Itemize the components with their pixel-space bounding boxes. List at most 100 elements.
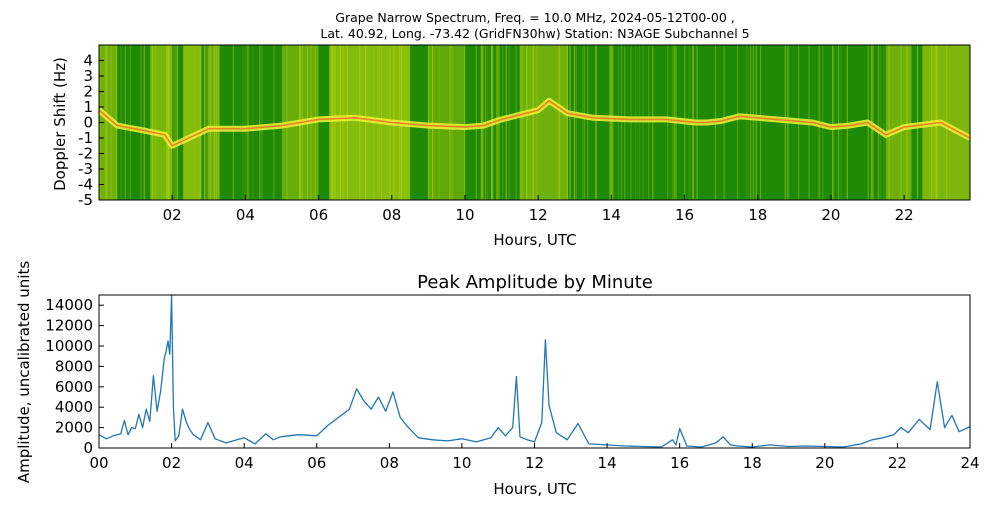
spectrogram-texture-stripe	[833, 45, 835, 200]
spectrogram-texture-stripe	[339, 45, 341, 200]
spectrogram-texture-stripe	[481, 45, 483, 200]
spectrogram-texture-stripe	[595, 45, 597, 200]
spectrogram-texture-stripe	[575, 45, 577, 200]
spectrogram-bright-band	[183, 45, 202, 200]
spectrogram-bright-band	[428, 45, 465, 200]
spectrogram-bright-band	[208, 45, 220, 200]
spectrogram-texture-stripe	[635, 45, 637, 200]
spectrogram-texture-stripe	[883, 45, 885, 200]
spectrogram-x-tick-label: 04	[236, 206, 255, 224]
spectrogram-texture-stripe	[232, 45, 234, 200]
spectrogram-y-axis-label: Doppler Shift (Hz)	[51, 57, 69, 191]
spectrogram-texture-stripe	[365, 45, 367, 200]
spectrogram-texture-stripe	[166, 45, 168, 200]
amplitude-y-tick-label: 10000	[45, 337, 93, 355]
spectrogram-texture-stripe	[342, 45, 344, 200]
spectrogram-texture-stripe	[331, 45, 333, 200]
spectrogram-texture-stripe	[652, 45, 654, 200]
spectrogram-texture-stripe	[217, 45, 219, 200]
amplitude-x-tick-label: 10	[452, 454, 471, 472]
spectrogram-y-tick-label: -4	[78, 176, 93, 194]
spectrogram-texture-stripe	[339, 45, 341, 200]
spectrogram-texture-stripe	[244, 45, 246, 200]
spectrogram-texture-stripe	[261, 45, 263, 200]
spectrogram-texture-stripe	[167, 45, 169, 200]
amplitude-y-tick-label: 2000	[55, 419, 93, 437]
spectrogram-y-tick-label: -2	[78, 145, 93, 163]
spectrogram-texture-stripe	[207, 45, 210, 200]
spectrogram-texture-stripe	[451, 45, 453, 200]
spectrogram-texture-stripe	[151, 45, 153, 200]
amplitude-x-tick-label: 24	[960, 454, 979, 472]
spectrum-title-line1: Grape Narrow Spectrum, Freq. = 10.0 MHz,…	[335, 10, 734, 25]
spectrogram-y-tick-label: 3	[83, 67, 93, 85]
spectrogram-bright-band	[885, 45, 912, 200]
spectrogram-texture-stripe	[120, 45, 122, 200]
spectrogram-texture-stripe	[273, 45, 275, 200]
spectrogram-texture-stripe	[877, 45, 879, 200]
spectrogram-x-tick-label: 08	[382, 206, 401, 224]
spectrogram-texture-stripe	[746, 45, 748, 200]
spectrogram-texture-stripe	[168, 45, 170, 200]
spectrogram-texture-stripe	[536, 45, 538, 200]
spectrogram-texture-stripe	[583, 45, 585, 200]
spectrogram-texture-stripe	[749, 45, 752, 200]
amplitude-y-tick-label: 4000	[55, 398, 93, 416]
spectrogram-texture-stripe	[129, 45, 131, 200]
spectrogram-texture-stripe	[906, 45, 908, 200]
spectrogram-texture-stripe	[334, 45, 336, 200]
spectrogram-texture-stripe	[449, 45, 451, 200]
amplitude-x-tick-label: 00	[89, 454, 108, 472]
spectrogram-bright-band	[150, 45, 173, 200]
spectrogram-x-tick-label: 06	[309, 206, 328, 224]
spectrogram-texture-stripe	[630, 45, 632, 200]
spectrogram-texture-stripe	[612, 45, 614, 200]
amplitude-chart-title: Peak Amplitude by Minute	[417, 272, 653, 293]
spectrogram-texture-stripe	[759, 45, 762, 200]
spectrogram-texture-stripe	[569, 45, 571, 200]
spectrogram-texture-stripe	[624, 45, 626, 200]
amplitude-y-tick-label: 8000	[55, 357, 93, 375]
spectrogram-texture-stripe	[259, 45, 261, 200]
spectrogram-texture-stripe	[328, 45, 331, 200]
spectrogram-texture-stripe	[252, 45, 254, 200]
spectrogram-texture-stripe	[508, 45, 511, 200]
spectrogram-x-tick-label: 12	[529, 206, 548, 224]
spectrogram-texture-stripe	[480, 45, 482, 200]
spectrogram-texture-stripe	[558, 45, 560, 200]
spectrogram-texture-stripe	[736, 45, 739, 200]
spectrogram-texture-stripe	[332, 45, 334, 200]
spectrogram-texture-stripe	[609, 45, 611, 200]
spectrogram-texture-stripe	[247, 45, 249, 200]
doppler-trace	[98, 100, 971, 147]
spectrogram-texture-stripe	[143, 45, 145, 200]
amplitude-x-tick-label: 04	[235, 454, 254, 472]
amplitude-y-tick-label: 14000	[45, 296, 93, 314]
spectrogram-x-tick-label: 20	[821, 206, 840, 224]
spectrogram-texture-stripe	[205, 45, 207, 200]
spectrogram-texture-stripe	[215, 45, 217, 200]
spectrogram-texture-stripe	[359, 45, 361, 200]
spectrogram-x-tick-label: 22	[895, 206, 914, 224]
spectrogram-texture-stripe	[837, 45, 840, 200]
spectrogram-texture-stripe	[450, 45, 452, 200]
spectrogram-texture-stripe	[755, 45, 757, 200]
spectrogram-texture-stripe	[176, 45, 179, 200]
spectrogram-x-tick-label: 10	[455, 206, 474, 224]
amplitude-x-tick-label: 18	[743, 454, 762, 472]
spectrogram-texture-stripe	[587, 45, 589, 200]
spectrogram-texture-stripe	[617, 45, 619, 200]
spectrogram-texture-stripe	[209, 45, 212, 200]
spectrogram-texture-stripe	[648, 45, 650, 200]
amplitude-x-tick-label: 22	[888, 454, 907, 472]
spectrogram-texture-stripe	[519, 45, 521, 200]
spectrogram-texture-stripe	[154, 45, 157, 200]
spectrogram-texture-stripe	[174, 45, 176, 200]
spectrogram-texture-stripe	[609, 45, 611, 200]
amplitude-x-tick-label: 08	[380, 454, 399, 472]
amplitude-x-axis-label: Hours, UTC	[493, 480, 576, 498]
spectrogram-texture-stripe	[204, 45, 206, 200]
spectrogram-texture-stripe	[144, 45, 146, 200]
spectrogram-texture-stripe	[638, 45, 640, 200]
spectrogram-texture-stripe	[594, 45, 597, 200]
